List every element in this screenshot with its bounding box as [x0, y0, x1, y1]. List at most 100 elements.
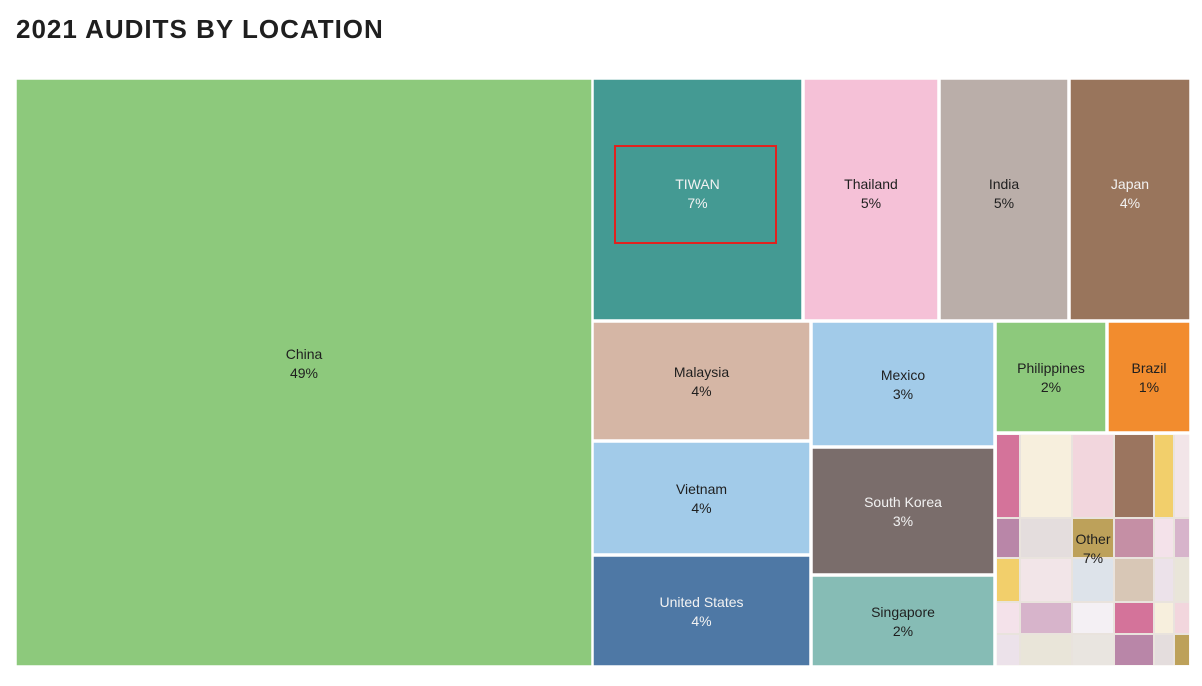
other-subtile [997, 603, 1019, 633]
tile-rect-india [940, 79, 1068, 320]
tile-value-mexico: 3% [893, 386, 913, 402]
tile-rect-mexico [812, 322, 994, 446]
other-subtile [1175, 519, 1189, 557]
other-subtile [1073, 435, 1113, 517]
other-subtile [1115, 519, 1153, 557]
other-subtile [1021, 519, 1071, 557]
tile-singapore: Singapore 2% [812, 576, 994, 666]
tile-value-tiwan: 7% [687, 195, 707, 211]
other-subtile [1175, 435, 1189, 517]
tile-rect-south-korea [812, 448, 994, 574]
other-subtile [1115, 435, 1153, 517]
tile-border [939, 78, 1069, 321]
other-subtile [1175, 603, 1189, 633]
tile-value-singapore: 2% [893, 623, 913, 639]
other-subtile [1155, 519, 1173, 557]
tile-value-vietnam: 4% [691, 500, 711, 516]
other-subtile [1115, 635, 1153, 665]
tile-name-other: Other [1075, 531, 1110, 547]
tile-name-japan: Japan [1111, 176, 1149, 192]
tile-value-china: 49% [290, 365, 318, 381]
tile-rect-tiwan [593, 79, 802, 320]
tile-border [15, 78, 593, 667]
tile-rect-united-states [593, 556, 810, 666]
tile-value-south-korea: 3% [893, 513, 913, 529]
tile-border [592, 555, 811, 667]
tile-south-korea: South Korea 3% [812, 448, 994, 574]
tile-philippines: Philippines 2% [996, 322, 1106, 432]
chart-title: 2021 AUDITS BY LOCATION [16, 14, 384, 44]
tile-name-india: India [989, 176, 1020, 192]
tile-border [592, 78, 803, 321]
tile-border [811, 447, 995, 575]
tile-value-philippines: 2% [1041, 379, 1061, 395]
tile-border [592, 321, 811, 441]
other-subtile [1021, 435, 1071, 517]
tile-name-philippines: Philippines [1017, 360, 1085, 376]
other-subtile [997, 635, 1019, 665]
tile-japan: Japan 4% [1070, 79, 1190, 320]
other-subtile [1073, 559, 1113, 601]
tile-value-malaysia: 4% [691, 383, 711, 399]
other-subtile [997, 559, 1019, 601]
other-subtile [1021, 603, 1071, 633]
tile-vietnam: Vietnam 4% [593, 442, 810, 554]
tile-rect-philippines [996, 322, 1106, 432]
tile-border [1069, 78, 1191, 321]
other-subtile [1073, 635, 1113, 665]
other-subtile [1073, 603, 1113, 633]
tile-value-united-states: 4% [691, 613, 711, 629]
other-subtile [1073, 519, 1113, 557]
tile-brazil: Brazil 1% [1108, 322, 1190, 432]
other-subtile [1155, 559, 1173, 601]
tile-name-singapore: Singapore [871, 604, 935, 620]
other-subtile [1155, 635, 1173, 665]
tile-border [995, 433, 1191, 667]
tile-border [1107, 321, 1191, 433]
other-subtile [1175, 559, 1189, 601]
tile-rect-vietnam [593, 442, 810, 554]
other-subtile [997, 519, 1019, 557]
tile-rect-china [16, 79, 592, 666]
tile-name-brazil: Brazil [1131, 360, 1166, 376]
tile-border [592, 441, 811, 555]
highlight-box-tiwan [614, 145, 777, 244]
tile-tiwan: TIWAN 7% [593, 79, 802, 320]
other-subtile [1155, 435, 1173, 517]
tile-name-united-states: United States [659, 594, 743, 610]
tile-value-brazil: 1% [1139, 379, 1159, 395]
tile-united-states: United States 4% [593, 556, 810, 666]
other-subtile [1021, 559, 1071, 601]
tile-name-south-korea: South Korea [864, 494, 942, 510]
tile-value-india: 5% [994, 195, 1014, 211]
tile-india: India 5% [940, 79, 1068, 320]
tile-name-mexico: Mexico [881, 367, 926, 383]
other-subtile [1175, 635, 1189, 665]
tile-border [995, 321, 1107, 433]
tile-thailand: Thailand 5% [804, 79, 938, 320]
tile-name-tiwan: TIWAN [675, 176, 720, 192]
tile-mexico: Mexico 3% [812, 322, 994, 446]
tile-name-thailand: Thailand [844, 176, 898, 192]
tile-value-japan: 4% [1120, 195, 1140, 211]
tile-value-other: 7% [1083, 550, 1103, 566]
other-subtile [997, 435, 1019, 517]
tile-name-vietnam: Vietnam [676, 481, 727, 497]
tile-name-malaysia: Malaysia [674, 364, 729, 380]
other-subtile [1115, 559, 1153, 601]
tile-name-china: China [286, 346, 323, 362]
tile-border [811, 321, 995, 447]
other-subtile [1115, 603, 1153, 633]
tile-rect-malaysia [593, 322, 810, 440]
tile-rect-brazil [1108, 322, 1190, 432]
tile-rect-singapore [812, 576, 994, 666]
tile-border [803, 78, 939, 321]
tile-malaysia: Malaysia 4% [593, 322, 810, 440]
tile-border [811, 575, 995, 667]
tile-china: China 49% [16, 79, 592, 666]
tile-rect-thailand [804, 79, 938, 320]
tile-value-thailand: 5% [861, 195, 881, 211]
tile-other: Other 7% [996, 434, 1190, 666]
tile-rect-japan [1070, 79, 1190, 320]
